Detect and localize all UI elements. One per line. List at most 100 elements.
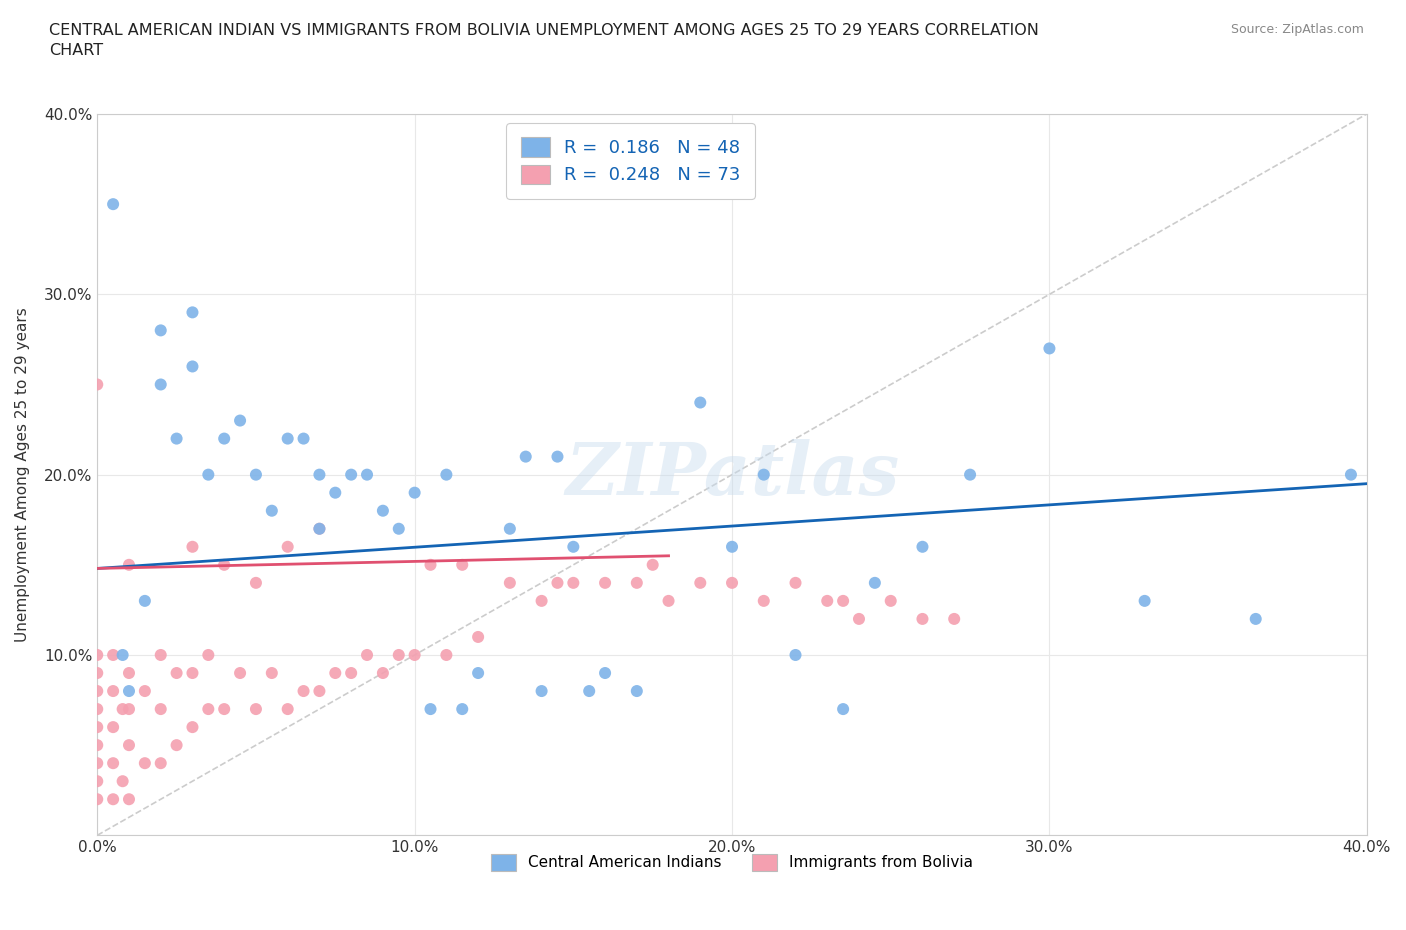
Point <box>308 684 330 698</box>
Point <box>434 647 457 662</box>
Point <box>388 522 411 537</box>
Point <box>101 791 124 806</box>
Point <box>181 305 204 320</box>
Point <box>229 666 252 681</box>
Point <box>149 756 172 771</box>
Point <box>149 701 172 716</box>
Point <box>546 449 568 464</box>
Point <box>308 522 330 537</box>
Point <box>197 467 219 482</box>
Point <box>181 359 204 374</box>
Point <box>562 576 585 591</box>
Point <box>245 576 267 591</box>
Point <box>101 720 124 735</box>
Point <box>785 576 807 591</box>
Point <box>197 701 219 716</box>
Point <box>166 666 188 681</box>
Point <box>404 485 426 500</box>
Point <box>134 684 156 698</box>
Point <box>86 666 108 681</box>
Point <box>721 539 744 554</box>
Point <box>515 449 537 464</box>
Point <box>530 684 553 698</box>
Point <box>356 467 378 482</box>
Point <box>86 774 108 789</box>
Point <box>260 503 283 518</box>
Point <box>1038 341 1060 356</box>
Point <box>880 593 903 608</box>
Point <box>546 576 568 591</box>
Point <box>212 432 235 446</box>
Point <box>149 323 172 338</box>
Point <box>356 647 378 662</box>
Point <box>86 737 108 752</box>
Point <box>451 701 474 716</box>
Point <box>118 684 141 698</box>
Point <box>118 791 141 806</box>
Point <box>451 557 474 572</box>
Point <box>149 377 172 392</box>
Point <box>166 737 188 752</box>
Point <box>863 576 886 591</box>
Point <box>277 539 299 554</box>
Text: Source: ZipAtlas.com: Source: ZipAtlas.com <box>1230 23 1364 36</box>
Text: ZIPatlas: ZIPatlas <box>565 439 898 511</box>
Point <box>323 485 346 500</box>
Point <box>499 576 522 591</box>
Point <box>1133 593 1156 608</box>
Point <box>212 701 235 716</box>
Point <box>340 467 363 482</box>
Point <box>593 666 616 681</box>
Point <box>641 557 664 572</box>
Point <box>419 557 441 572</box>
Point <box>260 666 283 681</box>
Point <box>86 701 108 716</box>
Point <box>911 612 934 627</box>
Point <box>86 720 108 735</box>
Point <box>277 701 299 716</box>
Point <box>86 756 108 771</box>
Point <box>245 701 267 716</box>
Point <box>245 467 267 482</box>
Point <box>626 576 648 591</box>
Point <box>499 522 522 537</box>
Point <box>689 395 711 410</box>
Point <box>229 413 252 428</box>
Point <box>292 432 315 446</box>
Point <box>134 593 156 608</box>
Point <box>689 576 711 591</box>
Point <box>181 666 204 681</box>
Point <box>593 576 616 591</box>
Point <box>658 593 681 608</box>
Point <box>626 684 648 698</box>
Point <box>134 756 156 771</box>
Point <box>467 630 489 644</box>
Point <box>86 684 108 698</box>
Point <box>848 612 870 627</box>
Point <box>785 647 807 662</box>
Point <box>1244 612 1267 627</box>
Point <box>562 539 585 554</box>
Point <box>530 593 553 608</box>
Point <box>101 684 124 698</box>
Point <box>111 647 134 662</box>
Point <box>101 197 124 212</box>
Point <box>118 666 141 681</box>
Point <box>111 774 134 789</box>
Point <box>752 593 775 608</box>
Point <box>277 432 299 446</box>
Point <box>181 720 204 735</box>
Point <box>149 647 172 662</box>
Point <box>404 647 426 662</box>
Point <box>371 503 394 518</box>
Text: CENTRAL AMERICAN INDIAN VS IMMIGRANTS FROM BOLIVIA UNEMPLOYMENT AMONG AGES 25 TO: CENTRAL AMERICAN INDIAN VS IMMIGRANTS FR… <box>49 23 1039 58</box>
Point <box>388 647 411 662</box>
Point <box>721 576 744 591</box>
Point <box>467 666 489 681</box>
Point <box>118 737 141 752</box>
Point <box>340 666 363 681</box>
Point <box>308 467 330 482</box>
Y-axis label: Unemployment Among Ages 25 to 29 years: Unemployment Among Ages 25 to 29 years <box>15 307 30 642</box>
Point <box>578 684 600 698</box>
Point <box>101 756 124 771</box>
